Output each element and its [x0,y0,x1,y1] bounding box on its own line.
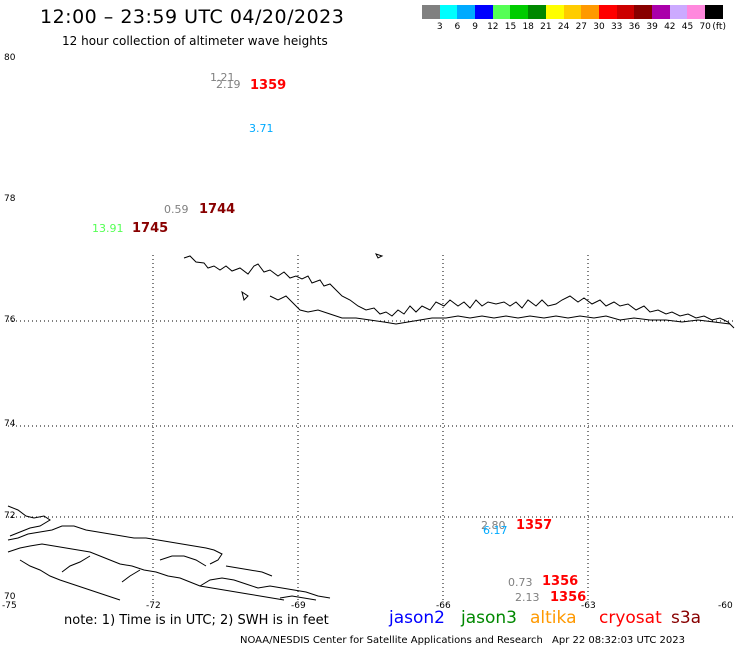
legend-swatch [528,5,546,19]
lat-label-80: 80 [4,53,16,63]
legend-swatch [510,5,529,19]
swh-color-legend: 3 6 9 12 15 18 21 24 27 30 33 36 39 42 45 70 (ft) [422,5,726,32]
legend-swatch [422,5,440,19]
satellite-s3a: s3a [671,608,702,628]
chart-title: 12:00 – 23:59 UTC 04/20/2023 [40,6,345,28]
lat-label-76: 76 [4,315,16,325]
legend-scale-label: 12 [487,22,499,32]
legend-swatch [457,5,476,19]
baffin-island-coastline [7,505,331,601]
greenland-coastline [183,253,735,329]
swh-value: 3.71 [249,122,274,135]
legend-scale-label: 39 [646,22,658,32]
lat-label-74: 74 [4,419,16,429]
legend-swatch [634,5,652,19]
satellite-jason2: jason2 [389,608,445,628]
legend-swatch [475,5,493,19]
legend-scale-label: 27 [575,22,588,32]
lat-label-72: 72 [4,511,16,521]
legend-unit-label: (ft) [712,22,726,32]
legend-color-scale [422,5,723,19]
satellite-cryosat: cryosat [599,608,662,628]
generated-timestamp: Apr 22 08:32:03 UTC 2023 [552,635,685,646]
lat-label-78: 78 [4,194,16,204]
legend-swatch [563,5,582,19]
legend-scale-label: 18 [522,22,534,32]
swh-value: 2.19 [216,78,241,91]
legend-scale-label: 36 [628,22,641,32]
pass-time: 1357 [516,518,553,533]
lon-label-minus63: -63 [581,601,596,611]
satellite-jason3: jason3 [461,608,517,628]
legend-scale-label: 45 [681,22,694,32]
legend-scale-label: 24 [557,22,570,32]
pass-time: 1356 [550,590,587,605]
legend-scale-label: 30 [593,22,605,32]
legend-scale-label: 3 [436,22,443,32]
legend-swatch [669,5,688,19]
swh-value: 13.91 [92,222,124,235]
pass-time: 1359 [250,78,287,93]
swh-value: 0.59 [164,203,189,216]
lon-label-minus75: -75 [2,601,17,611]
legend-scale-label: 6 [454,22,461,32]
graticule [8,255,734,600]
legend-scale-label: 15 [504,22,517,32]
pass-time: 1744 [199,202,236,217]
legend-swatch [598,5,617,19]
legend-swatch [687,5,705,19]
legend-swatch [705,5,723,19]
legend-swatch [492,5,511,19]
lon-label-minus60: -60 [718,601,733,611]
swh-value: 2.80 [481,519,506,532]
legend-swatch [545,5,564,19]
swh-value: 6.17 [483,524,508,537]
footer-note: note: 1) Time is in UTC; 2) SWH is in fe… [64,613,329,628]
legend-scale-label: 9 [472,22,478,32]
legend-scale-label: 21 [540,22,552,32]
legend-swatch [581,5,599,19]
pass-time: 1745 [132,221,169,236]
legend-swatch [651,5,670,19]
credit-line: NOAA/NESDIS Center for Satellite Applica… [240,635,543,646]
swh-value: 2.13 [515,591,540,604]
swh-value: 1.21 [210,71,235,84]
satellite-altika: altika [530,608,577,628]
lon-label-minus72: -72 [146,601,161,611]
legend-swatch [616,5,635,19]
pass-time: 1356 [542,574,579,589]
legend-swatch [439,5,458,19]
legend-scale-label: 42 [664,22,676,32]
swh-value: 0.73 [508,576,533,589]
lat-label-70: 70 [4,592,16,602]
chart-subtitle: 12 hour collection of altimeter wave hei… [62,34,328,48]
legend-scale-labels: 3 6 9 12 15 18 21 24 27 30 33 36 39 42 45 70 (ft) [422,22,740,36]
lon-label-minus69: -69 [291,601,306,611]
legend-scale-label: 33 [610,22,623,32]
legend-scale-label: 70 [699,22,711,32]
lon-label-minus66: -66 [436,601,451,611]
